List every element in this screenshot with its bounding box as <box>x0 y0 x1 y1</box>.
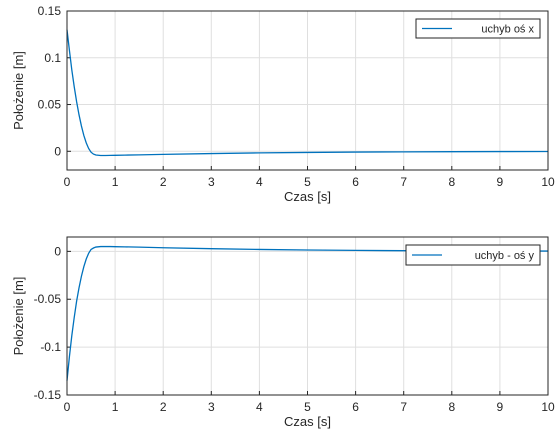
x-tick-label: 0 <box>64 175 71 189</box>
x-tick-label: 10 <box>541 175 555 189</box>
legend-label: uchyb - oś y <box>475 250 535 262</box>
x-tick-label: 9 <box>497 175 504 189</box>
x-tick-label: 1 <box>112 175 119 189</box>
y-tick-label: 0 <box>54 144 61 158</box>
x-tick-label: 0 <box>64 400 71 414</box>
x-tick-label: 6 <box>352 175 359 189</box>
x-tick-label: 5 <box>304 175 311 189</box>
x-tick-label: 4 <box>256 400 263 414</box>
y-axis-label: Położenie [m] <box>11 51 26 130</box>
x-axis-label: Czas [s] <box>284 189 331 204</box>
y-tick-label: 0.15 <box>38 4 62 18</box>
x-tick-label: 3 <box>208 175 215 189</box>
legend-box <box>415 18 541 39</box>
y-tick-label: 0.1 <box>44 51 61 65</box>
x-tick-label: 4 <box>256 175 263 189</box>
x-tick-label: 7 <box>400 400 407 414</box>
series-line <box>66 245 549 381</box>
y-tick-label: -0.15 <box>34 388 62 402</box>
x-axis-label: Czas [s] <box>284 414 331 429</box>
x-tick-label: 3 <box>208 400 215 414</box>
x-tick-label: 6 <box>352 400 359 414</box>
x-tick-label: 8 <box>448 400 455 414</box>
legend: uchyb oś x <box>415 18 541 39</box>
x-tick-label: 7 <box>400 175 407 189</box>
legend: uchyb - oś y <box>405 244 541 266</box>
x-tick-label: 5 <box>304 400 311 414</box>
x-tick-label: 9 <box>497 400 504 414</box>
axes-box <box>66 236 549 396</box>
legend-label: uchyb oś x <box>481 24 534 36</box>
series-line <box>66 29 549 157</box>
y-tick-label: 0.05 <box>38 98 62 112</box>
x-tick-label: 2 <box>160 175 167 189</box>
y-tick-label: -0.05 <box>34 292 62 306</box>
x-tick-label: 8 <box>448 175 455 189</box>
x-tick-label: 1 <box>112 400 119 414</box>
y-tick-label: -0.1 <box>40 340 61 354</box>
y-axis-label: Położenie [m] <box>11 277 26 356</box>
x-tick-label: 10 <box>541 400 555 414</box>
chart-1: 0 1 2 3 4 5 6 7 8 9 10 0.15 0.1 0.05 0 Czas [s] Położeni… <box>11 4 555 204</box>
axes-box <box>66 10 549 171</box>
x-tick-label: 2 <box>160 400 167 414</box>
chart-2: 0 1 2 3 4 5 6 7 8 9 10 0 -0.05 -0.1 -0.15 Czas [s] Położ… <box>11 236 555 429</box>
y-tick-label: 0 <box>54 244 61 258</box>
legend-box <box>405 244 541 266</box>
